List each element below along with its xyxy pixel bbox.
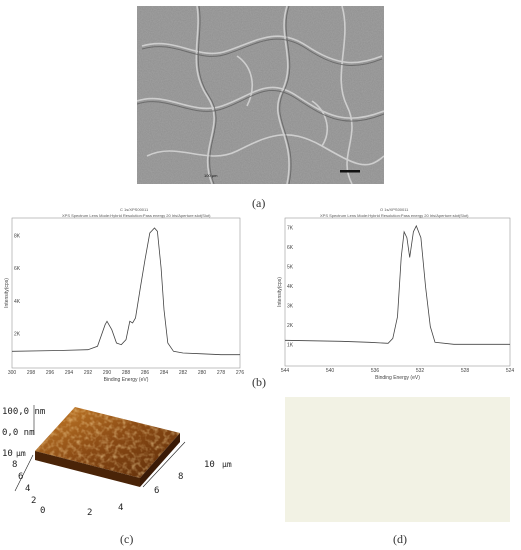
afm-x-tick: 10 [204, 460, 215, 470]
panel-label-a: (a) [252, 196, 266, 210]
xps-right-x-tick: 532 [416, 368, 425, 374]
afm-y-tick: 0 [40, 506, 46, 516]
xps-right-y-tick: 4K [287, 284, 294, 290]
xps-right-x-tick: 536 [371, 368, 380, 374]
xps-right-y-tick: 2K [287, 323, 294, 329]
panel-label-b: (b) [252, 375, 266, 389]
xps-right-x-tick: 524 [506, 368, 515, 374]
xps-left-x-tick: 288 [122, 370, 131, 376]
xps-right-subtitle: XPS Spectrum Lens Mode:Hybrid Resolution… [320, 213, 469, 218]
xps-right-x-tick: 544 [281, 368, 290, 374]
afm-y-tick: 10 [2, 449, 13, 459]
scale-bar-label: 100 μm [204, 173, 218, 178]
xps-left-x-tick: 298 [27, 370, 36, 376]
xps-right-spectrum-line [284, 224, 510, 345]
xps-right-y-tick: 7K [287, 226, 294, 232]
xps-left-subtitle: XPS Spectrum Lens Mode:Hybrid Resolution… [62, 213, 211, 218]
xps-right-y-tick: 3K [287, 304, 294, 310]
panel-label-d: (d) [393, 532, 407, 546]
micrograph-image [136, 5, 385, 185]
xps-left-x-tick: 278 [217, 370, 226, 376]
xps-right-x-label: Binding Energy (eV) [375, 375, 420, 381]
xps-right-x-tick: 528 [461, 368, 470, 374]
afm-x-tick: 8 [178, 472, 184, 482]
xps-right-plot-frame [284, 217, 511, 367]
afm-y-tick: 6 [18, 472, 24, 482]
afm-x-unit: μm [222, 460, 232, 469]
afm-x-tick: 4 [118, 503, 124, 513]
panel-label-c: (c) [120, 532, 134, 546]
xps-left-x-tick: 286 [141, 370, 150, 376]
xps-right-y-label: Intensity(cps) [277, 277, 283, 307]
xps-left-y-tick: 4K [14, 299, 21, 305]
xps-left-y-tick: 2K [14, 331, 21, 337]
xps-left-y-label: Intensity(cps) [4, 278, 10, 308]
xps-left-x-tick: 294 [65, 370, 74, 376]
xps-right-y-tick: 1K [287, 343, 294, 349]
afm-x-tick: 6 [154, 486, 160, 496]
xps-left-spectrum-line [11, 227, 240, 356]
xps-left-x-tick: 284 [160, 370, 169, 376]
xps-left-x-tick: 282 [179, 370, 188, 376]
xps-left-plot-frame [11, 217, 241, 369]
afm-y-tick: 4 [25, 484, 31, 494]
afm-x-tick: 2 [87, 508, 93, 518]
xps-left-y-tick: 6K [14, 266, 21, 272]
afm-y-tick: 2 [31, 496, 37, 506]
xps-right-y-tick: 5K [287, 265, 294, 271]
afm-y-unit: μm [16, 449, 26, 458]
scale-bar [340, 170, 360, 173]
xps-left-y-tick: 8K [14, 234, 21, 240]
xps-right-y-tick: 6K [287, 245, 294, 251]
xps-left-x-tick: 292 [84, 370, 93, 376]
xps-left-x-tick: 300 [8, 370, 17, 376]
afm-y-tick: 8 [12, 460, 18, 470]
height-profile-frame [285, 397, 510, 522]
afm-z-zero: 0,0 nm [2, 428, 35, 438]
xps-right-x-tick: 540 [326, 368, 335, 374]
xps-left-x-tick: 276 [236, 370, 245, 376]
xps-left-x-label: Binding Energy (eV) [104, 377, 149, 383]
afm-z-max: 100,0 nm [2, 407, 46, 417]
afm-surface-image [0, 395, 260, 515]
xps-left-title: C 1s/XPS00011 [120, 207, 149, 212]
xps-left-x-tick: 280 [198, 370, 207, 376]
xps-left-x-tick: 296 [46, 370, 55, 376]
xps-right-title: O 1s/XPS00011 [380, 207, 409, 212]
xps-left-x-tick: 290 [103, 370, 112, 376]
